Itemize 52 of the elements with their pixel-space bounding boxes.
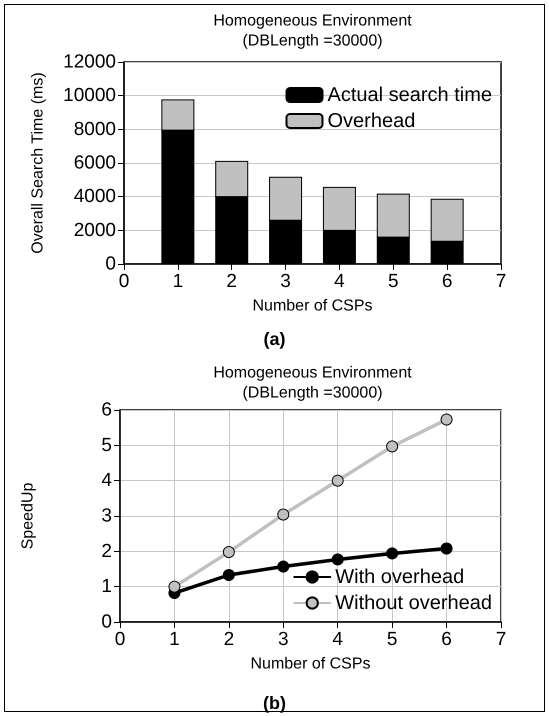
- x-tick-label: 0: [118, 271, 130, 292]
- chart-title: Homogeneous Environment (DBLength =30000): [213, 364, 412, 402]
- point: [222, 546, 235, 558]
- y-tick-label: 6000: [74, 152, 116, 174]
- y-tick-label: 12000: [63, 52, 116, 72]
- x-axis-title: Number of CSPs: [252, 298, 373, 314]
- y-tick-label: 4000: [74, 186, 116, 208]
- point: [332, 553, 344, 566]
- y-tick-label: 10000: [63, 85, 116, 106]
- point: [277, 560, 290, 573]
- point: [277, 508, 290, 521]
- point: [386, 547, 398, 560]
- y-axis-title: Overall Search Time (ms): [30, 72, 46, 254]
- point: [440, 542, 453, 555]
- x-tick-label: 4: [334, 271, 346, 292]
- x-tick-label: 5: [386, 629, 398, 650]
- x-tick-label: 1: [169, 629, 180, 650]
- x-tick-label: 7: [496, 629, 506, 650]
- y-tick-label: 8000: [74, 118, 116, 140]
- y-tick-label: 6: [101, 400, 112, 420]
- y-tick-label: 2: [101, 540, 112, 562]
- x-tick-label: 3: [278, 629, 289, 650]
- x-tick-label: 1: [172, 271, 184, 292]
- x-tick-label: 2: [226, 271, 238, 292]
- y-tick-label: 5: [101, 434, 112, 456]
- y-tick-label: 0: [105, 254, 116, 274]
- y-tick-label: 0: [101, 612, 112, 632]
- point: [222, 569, 235, 582]
- x-tick-label: 2: [224, 629, 234, 650]
- point: [168, 580, 180, 593]
- y-tick-label: 2000: [74, 220, 116, 241]
- y-tick-label: 1: [101, 576, 112, 598]
- text: (a): [264, 329, 286, 349]
- x-tick-label: 6: [442, 271, 452, 292]
- x-tick-label: 4: [332, 629, 344, 650]
- x-tick-label: 5: [388, 271, 399, 292]
- point: [332, 474, 344, 487]
- x-axis-title: Number of CSPs: [250, 656, 371, 672]
- point: [386, 440, 398, 452]
- chart-title: Homogeneous Environment (DBLength =30000): [213, 12, 412, 50]
- legend-label: Without overhead: [335, 592, 492, 614]
- legend-label: Overhead: [327, 110, 416, 132]
- x-tick-label: 6: [441, 629, 452, 650]
- x-tick-label: 7: [496, 271, 506, 292]
- point: [440, 414, 453, 426]
- y-tick-label: 3: [101, 506, 112, 526]
- legend-label: With overhead: [335, 566, 464, 588]
- text: (b): [263, 693, 286, 713]
- y-axis-title: SpeedUp: [20, 482, 36, 550]
- x-tick-label: 3: [280, 271, 291, 292]
- legend-label: Actual search time: [327, 84, 492, 106]
- y-tick-label: 4: [101, 470, 112, 492]
